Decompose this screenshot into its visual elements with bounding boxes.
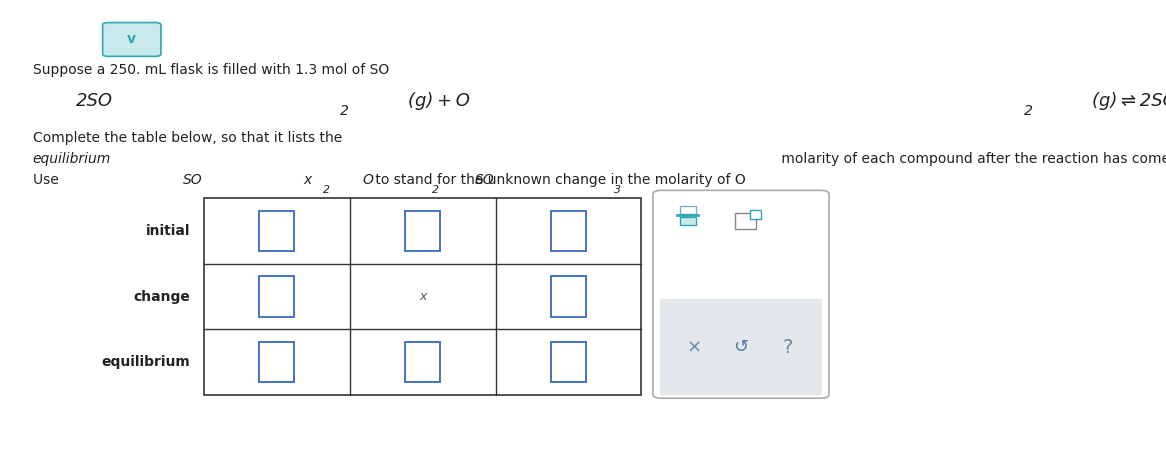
Text: (g) ⇌ 2SO: (g) ⇌ 2SO xyxy=(1093,92,1166,110)
Bar xyxy=(550,276,585,317)
Text: x: x xyxy=(303,173,311,188)
FancyBboxPatch shape xyxy=(103,23,161,56)
Bar xyxy=(680,216,696,225)
Text: equilibrium: equilibrium xyxy=(33,152,111,166)
Bar xyxy=(550,211,585,251)
Text: 3: 3 xyxy=(614,185,621,195)
Text: ?: ? xyxy=(784,338,793,357)
Text: 2: 2 xyxy=(1024,104,1033,119)
Bar xyxy=(550,342,585,382)
FancyBboxPatch shape xyxy=(653,190,829,398)
Bar xyxy=(406,211,440,251)
Bar xyxy=(735,213,756,229)
Bar xyxy=(680,206,696,214)
Text: change: change xyxy=(133,290,190,304)
Text: molarity of each compound after the reaction has come to equilibrium.: molarity of each compound after the reac… xyxy=(777,152,1166,166)
Text: initial: initial xyxy=(146,224,190,238)
Text: to stand for the unknown change in the molarity of O: to stand for the unknown change in the m… xyxy=(371,173,745,188)
Text: SO: SO xyxy=(183,173,203,188)
Text: 2: 2 xyxy=(433,185,440,195)
Text: 2: 2 xyxy=(323,185,330,195)
Text: Complete the table below, so that it lists the: Complete the table below, so that it lis… xyxy=(33,130,346,145)
Text: x: x xyxy=(419,290,427,303)
Bar xyxy=(259,342,294,382)
Text: SO: SO xyxy=(475,173,494,188)
Bar xyxy=(406,342,440,382)
Bar xyxy=(259,276,294,317)
FancyBboxPatch shape xyxy=(660,299,822,396)
Text: 2SO: 2SO xyxy=(76,92,113,110)
Text: Suppose a 250. mL flask is filled with 1.3 mol of SO: Suppose a 250. mL flask is filled with 1… xyxy=(33,63,389,77)
Text: Use: Use xyxy=(33,173,63,188)
Bar xyxy=(259,211,294,251)
Text: (g) + O: (g) + O xyxy=(408,92,470,110)
Bar xyxy=(750,210,761,219)
Text: equilibrium: equilibrium xyxy=(101,355,190,369)
Bar xyxy=(204,198,641,395)
Text: 2: 2 xyxy=(339,104,349,119)
Text: O: O xyxy=(363,173,373,188)
Text: ↺: ↺ xyxy=(733,338,749,356)
Text: ×: × xyxy=(687,338,701,356)
Text: v: v xyxy=(127,32,136,46)
